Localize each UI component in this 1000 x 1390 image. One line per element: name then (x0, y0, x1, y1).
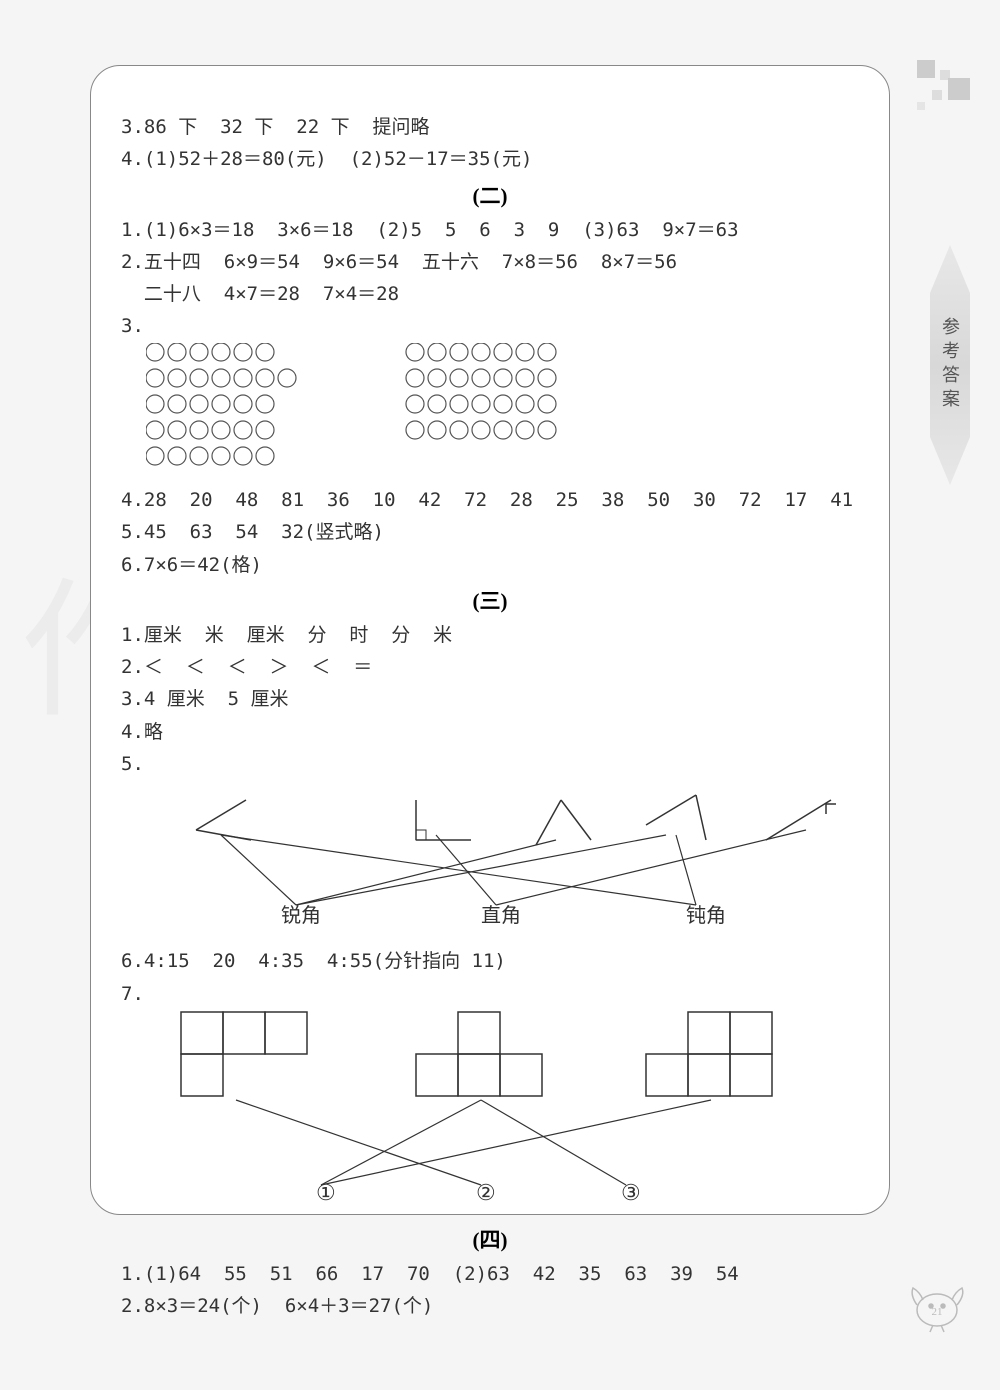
answer-line: 4.略 (121, 716, 859, 748)
section-3-title: (三) (121, 585, 859, 615)
answer-line: 6.4:15 20 4:35 4:55(分针指向 11) (121, 945, 859, 977)
answer-line: 6.7×6＝42(格) (121, 549, 859, 581)
answer-line: 3. (121, 310, 859, 342)
circles-diagram (146, 343, 859, 484)
section-2-title: (二) (121, 180, 859, 210)
page-frame: 3.86 下 32 下 22 下 提问略 4.(1)52＋28＝80(元) (2… (90, 65, 890, 1215)
answer-line: 1.(1)6×3＝18 3×6＝18 (2)5 5 6 3 9 (3)63 9×… (121, 214, 859, 246)
answer-line: 2.8×3＝24(个) 6×4＋3＝27(个) (121, 1290, 859, 1322)
side-tab-label: 参考答案 (930, 245, 970, 485)
answer-line: 1.(1)64 55 51 66 17 70 (2)63 42 35 63 39… (121, 1258, 859, 1290)
bird-icon: 21 (905, 1280, 970, 1335)
answer-line: 2.＜ ＜ ＜ ＞ ＜ ＝ (121, 651, 859, 683)
answer-line: 4.(1)52＋28＝80(元) (2)52－17＝35(元) (121, 143, 859, 175)
answer-line: 4.28 20 48 81 36 10 42 72 28 25 38 50 30… (121, 484, 859, 516)
answer-line: 2.五十四 6×9＝54 9×6＝54 五十六 7×8＝56 8×7＝56 (121, 246, 859, 278)
svg-text:①: ① (316, 1180, 336, 1205)
answer-line: 3.86 下 32 下 22 下 提问略 (121, 111, 859, 143)
answer-line: 5. (121, 748, 859, 780)
svg-text:钝角: 钝角 (686, 904, 726, 927)
svg-text:③: ③ (621, 1180, 641, 1205)
angle-diagram: 锐角 直角 钝角 (136, 780, 859, 945)
svg-text:②: ② (476, 1180, 496, 1205)
svg-text:21: 21 (932, 1306, 943, 1318)
answer-line: 二十八 4×7＝28 7×4＝28 (121, 278, 859, 310)
answer-line: 1.厘米 米 厘米 分 时 分 米 (121, 619, 859, 651)
svg-text:锐角: 锐角 (281, 904, 321, 927)
answer-line: 3.4 厘米 5 厘米 (121, 683, 859, 715)
answer-line: 7. (121, 978, 859, 1010)
section-4-title: (四) (121, 1224, 859, 1254)
svg-text:直角: 直角 (481, 904, 521, 927)
shapes-diagram: ① ② ③ (136, 1010, 859, 1220)
answer-line: 5.45 63 54 32(竖式略) (121, 516, 859, 548)
